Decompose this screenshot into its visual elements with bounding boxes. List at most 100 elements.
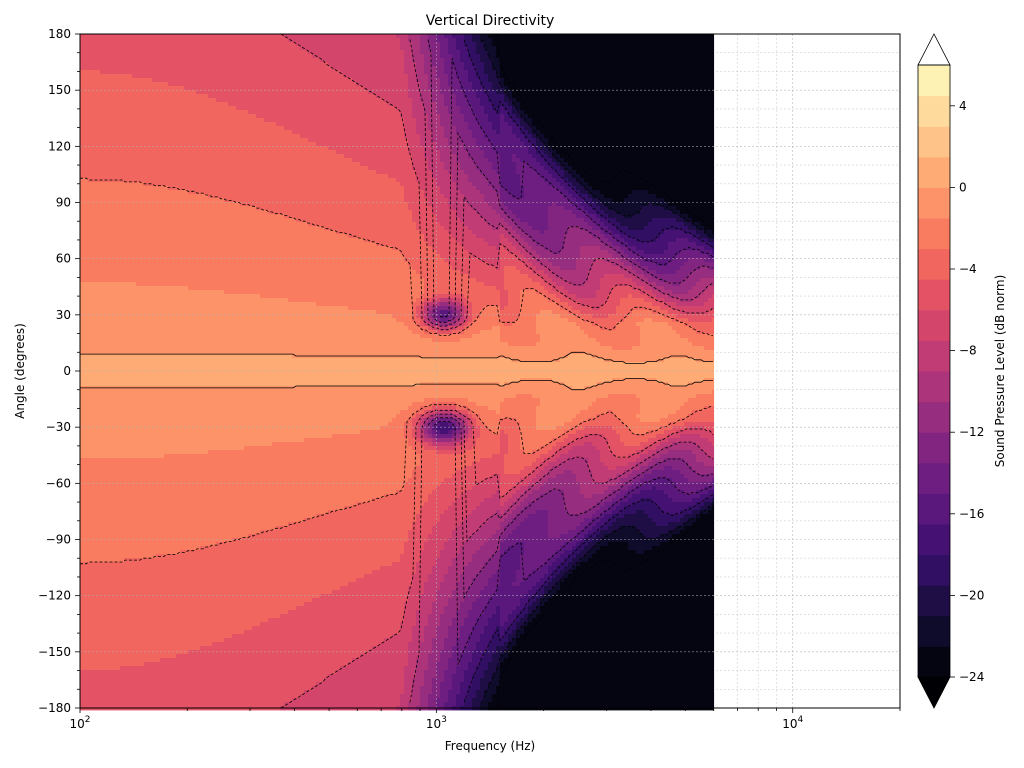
- heatmap-cell: [116, 74, 120, 78]
- heatmap-cell: [80, 534, 84, 538]
- heatmap-cell: [100, 378, 104, 382]
- heatmap-cell: [116, 98, 120, 102]
- heatmap-cell: [108, 218, 112, 222]
- heatmap-cell: [108, 246, 112, 250]
- heatmap-cell: [96, 238, 100, 242]
- heatmap-cell: [116, 610, 120, 614]
- heatmap-cell: [80, 138, 84, 142]
- heatmap-cell: [112, 310, 116, 314]
- heatmap-cell: [104, 198, 108, 202]
- heatmap-cell: [92, 394, 96, 398]
- heatmap-cell: [120, 298, 124, 302]
- heatmap-cell: [96, 494, 100, 498]
- heatmap-cell: [84, 254, 88, 258]
- heatmap-cell: [84, 190, 88, 194]
- heatmap-cell: [100, 54, 104, 58]
- heatmap-cell: [88, 518, 92, 522]
- heatmap-cell: [120, 410, 124, 414]
- heatmap-cell: [88, 166, 92, 170]
- heatmap-cell: [84, 326, 88, 330]
- heatmap-cell: [88, 526, 92, 530]
- heatmap-cell: [100, 438, 104, 442]
- heatmap-cell: [96, 438, 100, 442]
- heatmap-cell: [80, 586, 84, 590]
- heatmap-cell: [100, 366, 104, 370]
- heatmap-cell: [100, 694, 104, 698]
- heatmap-cell: [80, 82, 84, 86]
- heatmap-cell: [84, 42, 88, 46]
- heatmap-cell: [84, 370, 88, 374]
- heatmap-cell: [116, 310, 120, 314]
- heatmap-cell: [92, 290, 96, 294]
- heatmap-cell: [100, 250, 104, 254]
- heatmap-cell: [120, 106, 124, 110]
- heatmap-cell: [100, 538, 104, 542]
- heatmap-cell: [112, 194, 116, 198]
- heatmap-cell: [120, 318, 124, 322]
- heatmap-cell: [96, 370, 100, 374]
- heatmap-cell: [92, 402, 96, 406]
- heatmap-cell: [92, 170, 96, 174]
- heatmap-cell: [96, 98, 100, 102]
- heatmap-cell: [100, 114, 104, 118]
- heatmap-cell: [88, 74, 92, 78]
- heatmap-cell: [84, 270, 88, 274]
- heatmap-cell: [92, 330, 96, 334]
- heatmap-cell: [100, 594, 104, 598]
- heatmap-cell: [116, 442, 120, 446]
- heatmap-cell: [108, 102, 112, 106]
- heatmap-cell: [88, 226, 92, 230]
- heatmap-cell: [80, 674, 84, 678]
- heatmap-cell: [120, 334, 124, 338]
- heatmap-cell: [112, 150, 116, 154]
- heatmap-cell: [80, 610, 84, 614]
- heatmap-cell: [104, 126, 108, 130]
- heatmap-cell: [104, 422, 108, 426]
- heatmap-cell: [80, 246, 84, 250]
- heatmap-cell: [92, 646, 96, 650]
- heatmap-cell: [88, 218, 92, 222]
- heatmap-cell: [108, 642, 112, 646]
- heatmap-cell: [116, 154, 120, 158]
- heatmap-cell: [92, 358, 96, 362]
- heatmap-cell: [96, 242, 100, 246]
- heatmap-cell: [112, 482, 116, 486]
- heatmap-cell: [104, 530, 108, 534]
- heatmap-cell: [96, 66, 100, 70]
- heatmap-cell: [108, 670, 112, 674]
- heatmap-cell: [112, 510, 116, 514]
- heatmap-cell: [108, 98, 112, 102]
- heatmap-cell: [108, 554, 112, 558]
- heatmap-cell: [112, 234, 116, 238]
- heatmap-cell: [100, 82, 104, 86]
- heatmap-cell: [100, 490, 104, 494]
- heatmap-cell: [80, 38, 84, 42]
- heatmap-cell: [108, 194, 112, 198]
- heatmap-cell: [120, 346, 124, 350]
- heatmap-cell: [92, 450, 96, 454]
- heatmap-cell: [84, 58, 88, 62]
- heatmap-cell: [84, 214, 88, 218]
- heatmap-cell: [84, 698, 88, 702]
- heatmap-cell: [116, 290, 120, 294]
- heatmap-cell: [104, 346, 108, 350]
- heatmap-cell: [88, 186, 92, 190]
- heatmap-cell: [120, 442, 124, 446]
- heatmap-cell: [100, 690, 104, 694]
- heatmap-cell: [96, 226, 100, 230]
- heatmap-cell: [92, 610, 96, 614]
- heatmap-cell: [120, 354, 124, 358]
- heatmap-cell: [100, 562, 104, 566]
- heatmap-cell: [116, 362, 120, 366]
- heatmap-cell: [88, 262, 92, 266]
- heatmap-cell: [104, 670, 108, 674]
- heatmap-cell: [112, 162, 116, 166]
- heatmap-cell: [88, 366, 92, 370]
- heatmap-cell: [92, 490, 96, 494]
- heatmap-cell: [104, 222, 108, 226]
- heatmap-cell: [112, 262, 116, 266]
- heatmap-cell: [88, 58, 92, 62]
- heatmap-cell: [100, 206, 104, 210]
- heatmap-cell: [116, 510, 120, 514]
- heatmap-cell: [84, 162, 88, 166]
